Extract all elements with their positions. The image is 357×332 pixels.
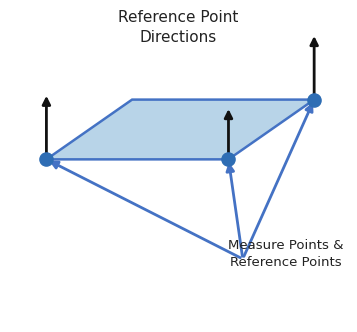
Point xyxy=(226,157,231,162)
Point xyxy=(44,157,49,162)
Point xyxy=(311,97,317,102)
Polygon shape xyxy=(46,100,314,159)
Text: Reference Point
Directions: Reference Point Directions xyxy=(118,10,239,45)
Text: Measure Points &
Reference Points: Measure Points & Reference Points xyxy=(228,239,343,269)
